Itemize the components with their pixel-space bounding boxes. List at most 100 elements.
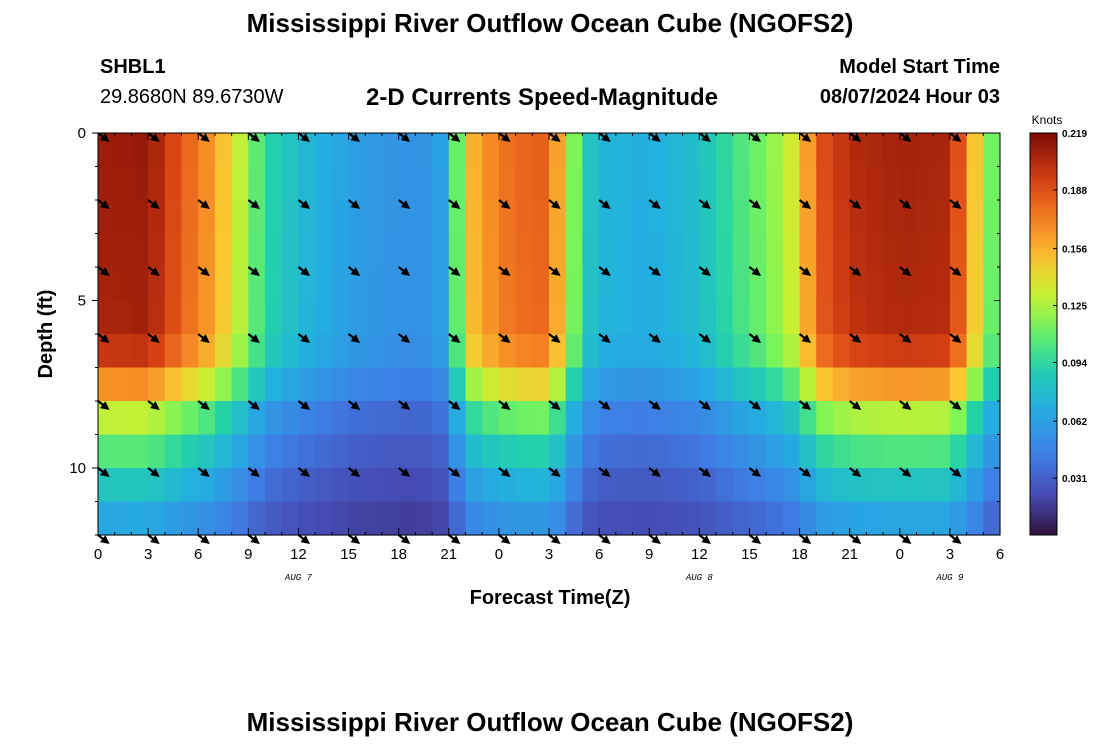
heatmap-cell bbox=[482, 401, 500, 436]
heatmap-cell bbox=[331, 501, 350, 536]
current-arrow bbox=[297, 199, 311, 210]
heatmap-cell bbox=[432, 200, 450, 235]
heatmap-cell bbox=[482, 367, 500, 402]
heatmap-cell bbox=[164, 166, 183, 201]
bottom-chart-title: Mississippi River Outflow Ocean Cube (NG… bbox=[246, 707, 854, 737]
heatmap-cell bbox=[732, 334, 751, 369]
current-arrow bbox=[297, 467, 311, 478]
heatmap-cell bbox=[348, 501, 366, 536]
heatmap-cell bbox=[615, 233, 634, 268]
heatmap-cell bbox=[716, 501, 734, 536]
heatmap-cell bbox=[665, 200, 684, 235]
current-arrow bbox=[498, 199, 511, 210]
heatmap-cell bbox=[214, 200, 233, 235]
heatmap-cell bbox=[98, 501, 116, 536]
heatmap-cell bbox=[565, 300, 584, 335]
heatmap-cell bbox=[949, 200, 968, 235]
heatmap-cell bbox=[432, 367, 450, 402]
current-arrow bbox=[848, 333, 862, 344]
current-arrow bbox=[748, 333, 762, 344]
heatmap-cell bbox=[298, 300, 316, 335]
heatmap-cell bbox=[198, 334, 216, 369]
heatmap-cell bbox=[782, 401, 801, 436]
heatmap-cell bbox=[966, 200, 984, 235]
current-arrow bbox=[448, 333, 461, 344]
heatmap-cell bbox=[582, 300, 600, 335]
heatmap-cell bbox=[315, 434, 333, 469]
heatmap-cell bbox=[231, 401, 249, 436]
heatmap-cell bbox=[933, 501, 951, 536]
heatmap-cell bbox=[398, 367, 416, 402]
heatmap-cell bbox=[599, 501, 617, 536]
heatmap-cell bbox=[381, 401, 400, 436]
heatmap-cell bbox=[164, 468, 183, 503]
heatmap-cell bbox=[98, 133, 116, 168]
heatmap-cell bbox=[265, 334, 283, 369]
heatmap-cell bbox=[615, 401, 634, 436]
heatmap-cell bbox=[515, 133, 533, 168]
heatmap-cell bbox=[214, 166, 233, 201]
heatmap-cell bbox=[816, 166, 834, 201]
heatmap-cell bbox=[749, 501, 767, 536]
heatmap-cell bbox=[983, 267, 1001, 302]
heatmap-cell bbox=[265, 233, 283, 268]
x-tick-label: 21 bbox=[440, 546, 457, 563]
heatmap-cell bbox=[465, 166, 483, 201]
heatmap-cell bbox=[615, 267, 634, 302]
heatmap-cell bbox=[148, 133, 166, 168]
heatmap-cell bbox=[665, 468, 684, 503]
heatmap-cell bbox=[649, 334, 667, 369]
current-arrow bbox=[247, 132, 260, 143]
heatmap-cell bbox=[365, 501, 383, 536]
heatmap-cell bbox=[281, 501, 300, 536]
heatmap-cell bbox=[849, 200, 867, 235]
current-arrow bbox=[97, 333, 110, 344]
heatmap-cell bbox=[933, 401, 951, 436]
heatmap-cell bbox=[381, 200, 400, 235]
heatmap-cell bbox=[549, 133, 567, 168]
heatmap-cell bbox=[582, 468, 600, 503]
heatmap-cell bbox=[114, 401, 133, 436]
heatmap-cell bbox=[114, 133, 133, 168]
x-tick-label: 3 bbox=[946, 546, 954, 563]
heatmap-cell bbox=[949, 334, 968, 369]
heatmap-cell bbox=[933, 166, 951, 201]
heatmap-cell bbox=[816, 501, 834, 536]
current-arrow bbox=[297, 400, 311, 411]
heatmap-cell bbox=[832, 434, 851, 469]
heatmap-cell bbox=[348, 468, 366, 503]
heatmap-cell bbox=[532, 401, 550, 436]
current-arrow bbox=[347, 534, 361, 545]
heatmap-cell bbox=[599, 401, 617, 436]
heatmap-cell bbox=[816, 133, 834, 168]
heatmap-cell bbox=[131, 267, 149, 302]
heatmap-cell bbox=[832, 267, 851, 302]
heatmap-cell bbox=[415, 133, 433, 168]
current-arrow bbox=[598, 400, 611, 411]
current-arrow bbox=[748, 400, 762, 411]
heatmap-cell bbox=[98, 401, 116, 436]
heatmap-cell bbox=[766, 367, 784, 402]
heatmap-cell bbox=[649, 166, 667, 201]
current-arrow bbox=[498, 132, 511, 143]
heatmap-cell bbox=[114, 434, 133, 469]
current-arrow bbox=[297, 534, 311, 545]
heatmap-cell bbox=[98, 468, 116, 503]
heatmap-cell bbox=[883, 367, 901, 402]
heatmap-cell bbox=[632, 267, 650, 302]
current-arrow bbox=[748, 266, 762, 277]
heatmap-cell bbox=[799, 200, 817, 235]
heatmap-cell bbox=[549, 434, 567, 469]
current-arrow bbox=[548, 333, 561, 344]
heatmap-cell bbox=[98, 233, 116, 268]
heatmap-cell bbox=[432, 300, 450, 335]
heatmap-cell bbox=[632, 468, 650, 503]
heatmap-cell bbox=[248, 401, 266, 436]
current-arrow bbox=[648, 467, 661, 478]
heatmap-cell bbox=[231, 133, 249, 168]
heatmap-cell bbox=[164, 267, 183, 302]
heatmap-cell bbox=[315, 267, 333, 302]
heatmap-cell bbox=[515, 166, 533, 201]
heatmap-cell bbox=[649, 300, 667, 335]
heatmap-cell bbox=[699, 267, 717, 302]
